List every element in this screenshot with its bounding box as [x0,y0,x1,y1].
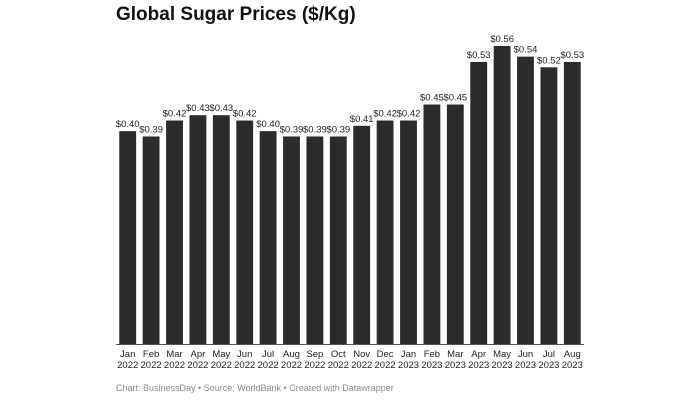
x-tick-label: May 2022 [211,349,232,371]
bar [470,61,488,344]
bar [283,136,300,344]
x-tick-label: Jan 2023 [398,349,419,371]
data-label: $0.42 [163,109,187,120]
data-label: $0.42 [233,109,257,120]
data-label: $0.45 [443,93,467,104]
bar [517,56,534,345]
x-tick-label: Feb 2022 [141,349,162,371]
x-tick-label: Jun 2022 [234,349,255,371]
bar [353,125,371,344]
x-tick-label: May 2023 [492,349,513,371]
data-label: $0.39 [303,124,327,135]
data-label: $0.39 [326,124,350,135]
data-label: $0.40 [256,119,280,130]
x-tick-label: Mar 2022 [164,349,185,371]
data-label: $0.53 [467,50,491,61]
bar [329,136,347,344]
bar [166,120,183,344]
x-tick-label: Aug 2022 [281,349,302,371]
bar [493,46,511,344]
x-tick-label: Nov 2022 [351,349,372,371]
bar [400,120,417,344]
data-label: $0.52 [537,55,561,66]
bar [446,104,464,345]
x-tick-label: Jul 2023 [538,349,559,371]
data-label: $0.56 [490,34,514,45]
x-tick-label: Apr 2023 [468,349,489,371]
bar [212,115,230,344]
data-label: $0.42 [397,109,421,120]
bar [306,136,324,344]
data-label: $0.39 [139,124,163,135]
bar [376,120,394,344]
x-tick-label: Jan 2022 [117,349,138,371]
x-tick-label: Apr 2022 [187,349,208,371]
data-label: $0.42 [373,109,397,120]
bar [259,131,277,344]
x-tick-label: Mar 2023 [445,349,466,371]
x-tick-label: Feb 2023 [421,349,442,371]
data-label: $0.39 [280,124,304,135]
data-label: $0.40 [116,119,140,130]
x-tick-label: Aug 2023 [562,349,583,371]
data-label: $0.53 [560,50,584,61]
data-label: $0.41 [350,114,374,125]
bar [119,131,137,344]
x-tick-label: Oct 2022 [328,349,349,371]
bar [540,67,558,345]
chart-title: Global Sugar Prices ($/Kg) [116,4,356,25]
bar [236,120,254,344]
bar [423,104,441,345]
x-tick-label: Dec 2022 [375,349,396,371]
data-label: $0.45 [420,93,444,104]
bar [563,61,581,344]
x-tick-label: Jul 2022 [258,349,279,371]
bar [142,136,160,344]
bar [189,115,207,344]
x-tick-label: Jun 2023 [515,349,536,371]
data-label: $0.43 [186,103,210,114]
data-label: $0.54 [514,45,538,56]
x-tick-label: Sep 2022 [304,349,325,371]
data-label: $0.43 [209,103,233,114]
chart-footer: Chart: BusinessDay • Source: WorldBank •… [116,383,394,393]
